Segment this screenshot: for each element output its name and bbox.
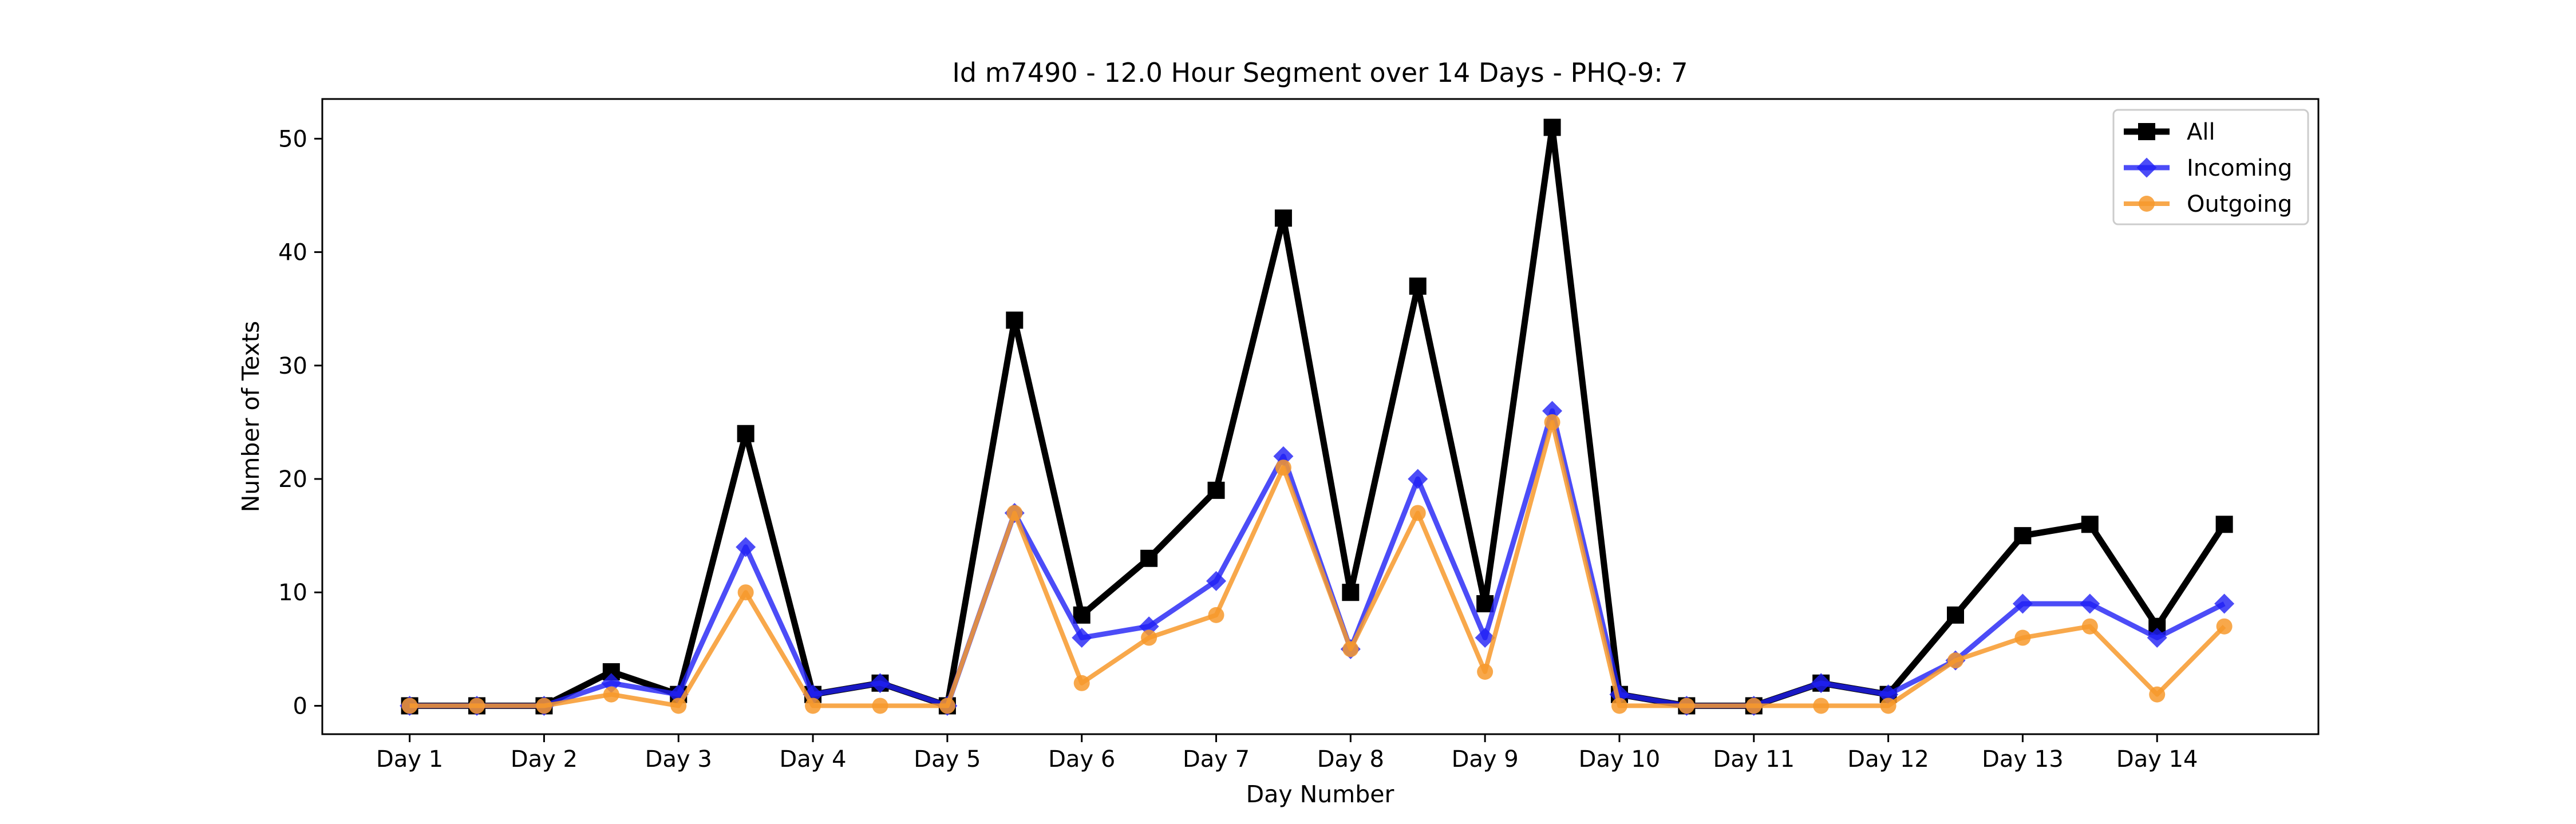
plot-frame bbox=[321, 98, 2320, 735]
x-tick-label: Day 10 bbox=[1579, 746, 1661, 772]
series-line bbox=[409, 419, 2226, 708]
data-point bbox=[401, 698, 418, 714]
data-point bbox=[2215, 516, 2233, 533]
data-point bbox=[2139, 196, 2155, 212]
x-tick-label: Day 13 bbox=[1982, 746, 2064, 772]
data-point bbox=[1477, 663, 1494, 680]
x-tick-label: Day 12 bbox=[1847, 746, 1929, 772]
series-outgoing bbox=[401, 414, 2233, 714]
data-point bbox=[1878, 684, 1899, 705]
data-point bbox=[2014, 629, 2031, 646]
x-axis: Day 1 Day 2 Day 3 Day 4 Day 5 Day 6 Day 7 Day 8… bbox=[376, 734, 2198, 772]
data-point bbox=[737, 425, 754, 442]
y-tick-label: 30 bbox=[278, 353, 307, 379]
x-tick-label: Day 11 bbox=[1713, 746, 1795, 772]
data-point bbox=[1207, 481, 1225, 499]
x-tick-label: Day 9 bbox=[1452, 746, 1519, 772]
data-point bbox=[1141, 629, 1157, 646]
legend-item: All bbox=[2124, 119, 2215, 145]
y-tick-label: 20 bbox=[278, 466, 307, 493]
data-point bbox=[1678, 698, 1695, 714]
data-point bbox=[2012, 593, 2033, 614]
data-point bbox=[1811, 673, 1831, 694]
x-axis-label: Day Number bbox=[1246, 781, 1394, 808]
data-point bbox=[939, 698, 955, 714]
data-point bbox=[2214, 593, 2235, 614]
data-point bbox=[1072, 628, 1092, 648]
data-point bbox=[601, 673, 622, 694]
data-point bbox=[2138, 123, 2155, 140]
data-point bbox=[2136, 157, 2157, 178]
data-point bbox=[736, 537, 756, 557]
data-point bbox=[1542, 401, 1563, 421]
data-point bbox=[1342, 641, 1359, 657]
data-point bbox=[1409, 505, 1426, 521]
y-tick-label: 40 bbox=[278, 240, 307, 266]
data-point bbox=[1206, 571, 1227, 591]
data-point bbox=[872, 698, 888, 714]
data-point bbox=[1947, 606, 1964, 624]
data-point bbox=[2081, 516, 2099, 533]
data-point bbox=[1140, 549, 1158, 567]
data-point bbox=[2147, 628, 2167, 648]
series-layer bbox=[400, 118, 2235, 716]
series-line bbox=[409, 124, 2227, 709]
x-tick-label: Day 8 bbox=[1317, 746, 1384, 772]
data-point bbox=[1544, 414, 1560, 430]
data-point bbox=[1409, 278, 1427, 295]
data-point bbox=[1273, 446, 1294, 466]
data-point bbox=[1275, 459, 1291, 476]
data-point bbox=[805, 698, 821, 714]
data-point bbox=[1745, 698, 1762, 714]
data-point bbox=[1006, 311, 1024, 329]
data-point bbox=[737, 584, 754, 601]
legend-box bbox=[2112, 109, 2309, 225]
data-point bbox=[2081, 618, 2098, 635]
data-point bbox=[1073, 606, 1091, 624]
data-point bbox=[2080, 593, 2100, 614]
x-tick-label: Day 7 bbox=[1183, 746, 1250, 772]
y-axis-label: Number of Texts bbox=[237, 321, 264, 513]
legend-label: Incoming bbox=[2187, 155, 2292, 181]
data-point bbox=[1006, 505, 1023, 521]
legend: All Incoming Outgoing bbox=[2112, 109, 2309, 225]
data-point bbox=[1274, 209, 1292, 227]
data-point bbox=[2149, 686, 2166, 703]
y-axis: 0 10 20 30 40 50 bbox=[278, 126, 322, 719]
legend-label: Outgoing bbox=[2187, 191, 2292, 217]
x-tick-label: Day 5 bbox=[914, 746, 981, 772]
data-point bbox=[469, 698, 485, 714]
y-tick-label: 10 bbox=[278, 580, 307, 606]
data-point bbox=[1813, 698, 1830, 714]
y-tick-label: 0 bbox=[293, 693, 307, 719]
data-point bbox=[1947, 652, 1963, 669]
data-point bbox=[1208, 607, 1224, 623]
data-point bbox=[536, 698, 552, 714]
data-point bbox=[2014, 527, 2032, 545]
data-point bbox=[1342, 584, 1360, 601]
x-tick-label: Day 4 bbox=[779, 746, 846, 772]
legend-item: Incoming bbox=[2124, 155, 2292, 181]
data-point bbox=[1543, 118, 1561, 136]
data-point bbox=[1880, 698, 1897, 714]
chart-title: Id m7490 - 12.0 Hour Segment over 14 Day… bbox=[952, 57, 1688, 88]
data-point bbox=[1073, 675, 1090, 691]
data-point bbox=[603, 686, 619, 703]
data-point bbox=[870, 673, 890, 694]
x-tick-label: Day 6 bbox=[1048, 746, 1115, 772]
x-tick-label: Day 3 bbox=[645, 746, 712, 772]
data-point bbox=[1408, 469, 1428, 489]
y-tick-label: 50 bbox=[278, 126, 307, 152]
legend-label: All bbox=[2187, 119, 2215, 145]
data-point bbox=[1611, 698, 1627, 714]
x-tick-label: Day 1 bbox=[376, 746, 443, 772]
x-tick-label: Day 14 bbox=[2116, 746, 2198, 772]
data-point bbox=[1139, 616, 1159, 637]
data-point bbox=[1475, 628, 1495, 648]
legend-item: Outgoing bbox=[2124, 191, 2292, 217]
data-point bbox=[670, 698, 687, 714]
data-point bbox=[2216, 618, 2233, 635]
x-tick-label: Day 2 bbox=[511, 746, 578, 772]
